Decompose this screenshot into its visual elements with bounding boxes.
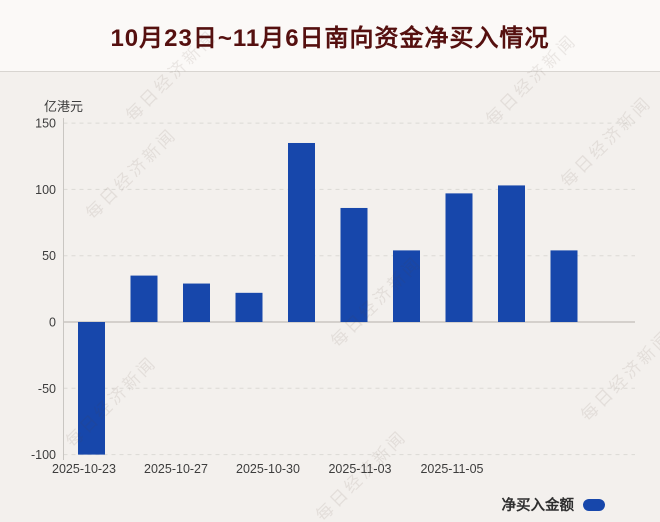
- x-axis-tick-label: 2025-10-30: [236, 462, 300, 476]
- legend-label: 净买入金额: [501, 498, 575, 514]
- y-axis-unit-label: 亿港元: [44, 99, 84, 114]
- bar: [445, 193, 473, 322]
- bar: [288, 142, 315, 322]
- bar: [130, 275, 158, 322]
- bar: [183, 283, 210, 322]
- x-axis-tick-label: 2025-11-05: [420, 462, 483, 476]
- x-axis-tick-label: 2025-11-03: [328, 462, 391, 476]
- legend-color-swatch: [583, 498, 605, 511]
- y-axis-tick-label: 0: [49, 316, 56, 330]
- bar: [235, 292, 263, 322]
- y-axis-tick-label: 150: [35, 117, 56, 131]
- bar: [393, 250, 420, 322]
- bar: [498, 185, 525, 322]
- chart-title: 10月23日~11月6日南向资金净买入情况: [110, 25, 550, 52]
- bar: [550, 250, 578, 322]
- y-axis-tick-label: 100: [35, 183, 56, 197]
- bar: [78, 322, 105, 455]
- y-axis-tick-label: 50: [42, 249, 56, 263]
- bar: [340, 207, 368, 322]
- chart-title-bar: 10月23日~11月6日南向资金净买入情况: [0, 0, 660, 72]
- legend: 净买入金额: [501, 494, 605, 515]
- x-axis-tick-label: 2025-10-27: [144, 462, 208, 476]
- x-axis-tick-label: 2025-10-23: [52, 462, 116, 476]
- y-axis-tick-label: -50: [38, 382, 56, 396]
- y-axis-tick-label: -100: [31, 448, 56, 462]
